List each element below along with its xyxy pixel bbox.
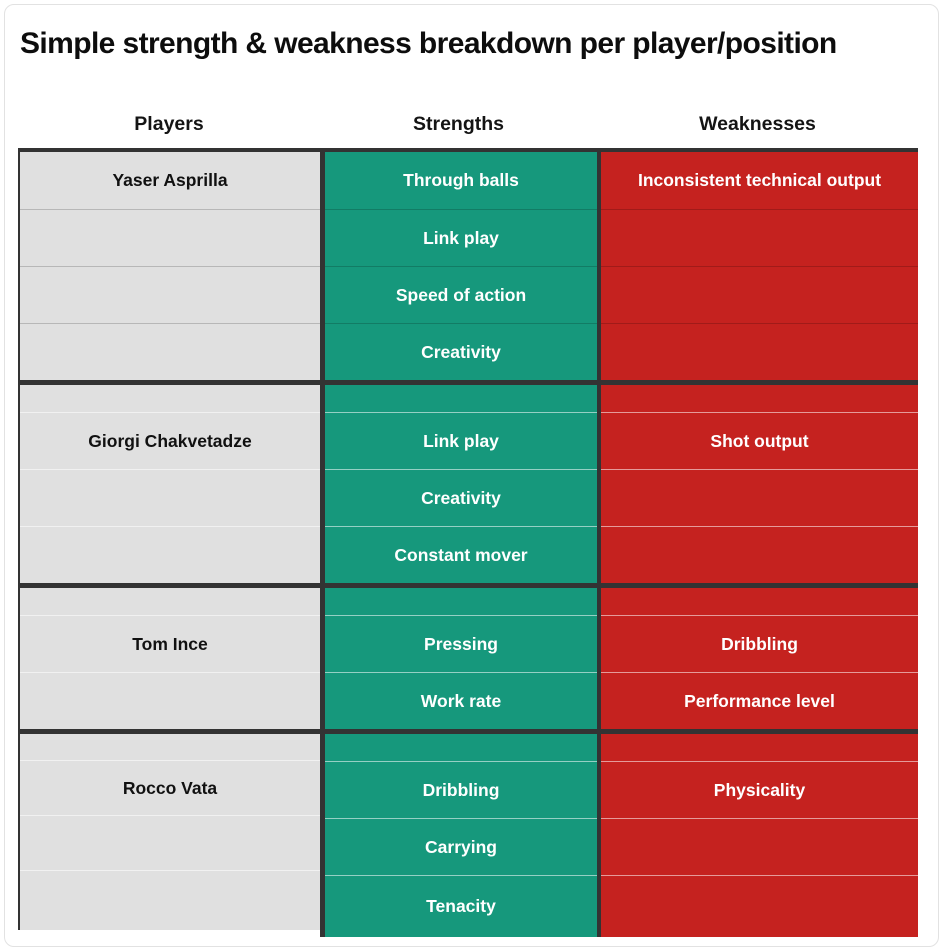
players-column: Tom Ince	[18, 588, 320, 729]
weakness-cell: Performance level	[601, 672, 918, 729]
strength-cell	[325, 588, 597, 615]
weaknesses-column: Shot output	[601, 385, 918, 583]
strengths-column: Pressing Work rate	[325, 588, 597, 729]
player-name-cell: Rocco Vata	[20, 760, 320, 815]
strengths-column: Through balls Link play Speed of action Cre…	[325, 152, 597, 380]
column-divider	[320, 588, 325, 729]
player-group: Rocco Vata Dribbling Carrying Tenacity Physi…	[18, 734, 918, 937]
player-group: Yaser Asprilla Through balls Link play Spee…	[18, 152, 918, 385]
weakness-cell	[601, 734, 918, 761]
player-group: Tom Ince Pressing Work rate Dribbling Perfor…	[18, 588, 918, 734]
player-cell	[20, 672, 320, 729]
strength-cell: Work rate	[325, 672, 597, 729]
strengths-column: Dribbling Carrying Tenacity	[325, 734, 597, 937]
strength-cell: Through balls	[403, 170, 519, 190]
player-cell	[20, 870, 320, 930]
strength-cell: Speed of action	[325, 266, 597, 323]
strength-cell: Link play	[325, 412, 597, 469]
player-name-cell: Yaser Asprilla	[112, 170, 228, 190]
weakness-cell	[601, 588, 918, 615]
players-column: Rocco Vata	[18, 734, 320, 930]
player-cell	[20, 323, 320, 380]
player-cell	[20, 469, 320, 526]
strength-cell: Creativity	[325, 323, 597, 380]
weaknesses-column: Dribbling Performance level	[601, 588, 918, 729]
strengths-column-header: Strengths	[412, 113, 504, 135]
weakness-cell: Inconsistent technical output	[637, 170, 882, 190]
strength-cell: Pressing	[325, 615, 597, 672]
column-divider	[597, 152, 601, 380]
column-divider	[597, 588, 601, 729]
weaknesses-column-header: Weaknesses	[699, 113, 816, 135]
player-cell	[20, 815, 320, 870]
players-column: Yaser Asprilla	[18, 152, 320, 380]
player-cell	[20, 209, 320, 266]
players-column: Giorgi Chakvetadze	[18, 385, 320, 583]
weaknesses-column: Inconsistent technical output	[601, 152, 918, 380]
weaknesses-column: Physicality	[601, 734, 918, 937]
weakness-cell	[601, 818, 918, 875]
strength-cell: Creativity	[325, 469, 597, 526]
weakness-cell	[601, 526, 918, 583]
strength-cell: Carrying	[325, 818, 597, 875]
weakness-cell: Dribbling	[601, 615, 918, 672]
strengths-column: Link play Creativity Constant mover	[325, 385, 597, 583]
column-divider	[597, 734, 601, 937]
weakness-cell: Physicality	[601, 761, 918, 818]
player-name-cell: Giorgi Chakvetadze	[20, 412, 320, 469]
column-divider	[320, 152, 325, 380]
weakness-cell	[601, 469, 918, 526]
column-divider	[597, 385, 601, 583]
table-body: Yaser Asprilla Through balls Link play Spee…	[18, 148, 918, 937]
strength-cell: Dribbling	[325, 761, 597, 818]
column-headers: Players Strengths Weaknesses	[18, 112, 918, 136]
player-cell	[20, 266, 320, 323]
player-cell	[20, 526, 320, 583]
weakness-cell	[601, 385, 918, 412]
player-cell	[20, 588, 320, 615]
strength-cell: Link play	[325, 209, 597, 266]
players-column-header: Players	[134, 113, 204, 135]
column-divider	[320, 734, 325, 937]
weakness-cell	[601, 875, 918, 937]
strength-cell	[325, 734, 597, 761]
weakness-cell	[601, 323, 918, 380]
weakness-cell: Shot output	[601, 412, 918, 469]
weakness-cell	[601, 266, 918, 323]
player-group: Giorgi Chakvetadze Link play Creativity Con…	[18, 385, 918, 588]
player-cell	[20, 734, 320, 760]
player-name-cell: Tom Ince	[20, 615, 320, 672]
player-cell	[20, 385, 320, 412]
strength-cell	[325, 385, 597, 412]
strength-cell: Tenacity	[325, 875, 597, 937]
page-title: Simple strength & weakness breakdown per…	[20, 27, 837, 60]
column-divider	[320, 385, 325, 583]
weakness-cell	[601, 209, 918, 266]
strength-cell: Constant mover	[325, 526, 597, 583]
